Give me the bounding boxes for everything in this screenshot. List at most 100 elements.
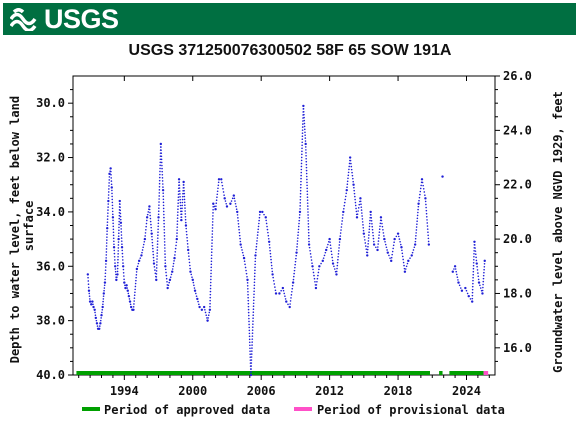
data-trace-dot <box>312 268 314 271</box>
data-trace-dot <box>178 184 181 186</box>
data-trace-dot <box>161 164 163 167</box>
data-trace-dot <box>117 241 120 243</box>
data-trace-dot <box>210 263 213 266</box>
data-trace-dot <box>455 270 458 273</box>
data-trace-dot <box>159 170 161 173</box>
data-trace-dot <box>250 371 252 373</box>
data-trace-dot <box>122 259 124 261</box>
data-point <box>119 221 123 224</box>
data-trace-dot <box>149 220 152 223</box>
data-trace-dot <box>150 229 153 232</box>
data-trace-dot <box>254 257 257 260</box>
data-trace-dot <box>270 258 272 261</box>
data-trace-dot <box>338 244 341 246</box>
data-trace-dot <box>251 335 254 337</box>
data-trace-dot <box>422 184 424 187</box>
data-trace-dot <box>300 159 303 162</box>
data-trace-dot <box>302 108 305 110</box>
data-trace-dot <box>236 214 239 216</box>
data-trace-dot <box>299 202 302 204</box>
data-trace-dot <box>309 253 312 255</box>
data-trace-dot <box>298 222 300 225</box>
data-trace-dot <box>479 287 482 289</box>
data-trace-dot <box>465 289 468 292</box>
data-trace-dot <box>304 137 307 139</box>
data-trace-dot <box>112 219 114 222</box>
data-trace-dot <box>248 341 251 344</box>
data-trace-dot <box>251 329 254 331</box>
data-trace-dot <box>297 228 300 231</box>
data-point <box>386 251 389 254</box>
data-point <box>477 281 481 284</box>
data-trace-dot <box>409 257 411 259</box>
data-trace-dot <box>366 248 369 251</box>
data-trace-dot <box>211 245 213 247</box>
data-trace-dot <box>102 300 104 303</box>
data-trace-dot <box>482 280 485 283</box>
data-trace-dot <box>113 255 116 258</box>
right-tick-label: 18.0 <box>503 286 532 300</box>
data-trace-dot <box>121 249 124 252</box>
data-point <box>128 300 132 303</box>
data-trace-dot <box>141 249 144 251</box>
data-trace-dot <box>359 200 362 203</box>
data-trace-dot <box>330 253 333 256</box>
data-trace-dot <box>170 273 173 276</box>
data-trace-dot <box>424 200 427 203</box>
data-trace-dot <box>426 219 428 221</box>
data-trace-dot <box>472 270 475 273</box>
data-trace-dot <box>101 311 103 314</box>
data-trace-dot <box>123 278 125 281</box>
data-trace-dot <box>108 188 110 190</box>
data-trace-dot <box>213 205 216 208</box>
data-trace-dot <box>254 269 256 272</box>
data-point <box>112 246 116 249</box>
data-trace-dot <box>177 193 180 196</box>
data-trace-dot <box>416 220 418 223</box>
data-trace-dot <box>120 234 123 236</box>
data-point <box>91 300 94 303</box>
data-trace-dot <box>114 268 117 270</box>
data-point <box>92 305 95 309</box>
data-trace-dot <box>165 274 168 277</box>
data-trace-dot <box>421 181 424 184</box>
data-trace-dot <box>256 237 259 239</box>
data-trace-dot <box>102 303 104 306</box>
data-point <box>191 278 194 282</box>
data-trace-dot <box>252 320 254 322</box>
data-trace-dot <box>248 317 250 320</box>
data-trace-dot <box>308 240 310 243</box>
data-point <box>314 286 318 290</box>
data-trace-dot <box>116 276 118 278</box>
data-trace-dot <box>174 254 176 256</box>
data-trace-dot <box>403 264 405 267</box>
data-trace-dot <box>482 283 484 286</box>
data-trace-dot <box>117 232 120 235</box>
data-trace-dot <box>307 208 309 210</box>
data-trace-dot <box>172 265 174 268</box>
data-trace-dot <box>248 335 251 338</box>
data-trace-dot <box>306 196 309 198</box>
data-trace-dot <box>160 161 163 164</box>
data-trace-dot <box>296 243 299 245</box>
data-trace-dot <box>471 288 474 291</box>
data-trace-dot <box>211 221 214 223</box>
data-trace-dot <box>252 299 255 302</box>
data-point <box>410 254 413 257</box>
data-point <box>115 278 118 282</box>
data-trace-dot <box>305 152 307 154</box>
data-trace-dot <box>298 219 301 222</box>
data-trace-dot <box>111 189 113 192</box>
data-point <box>116 273 119 276</box>
data-trace-dot <box>258 222 260 225</box>
data-trace-dot <box>116 270 119 273</box>
data-trace-dot <box>317 271 320 274</box>
data-trace-dot <box>135 279 137 282</box>
data-point <box>193 289 197 292</box>
data-trace-dot <box>339 232 342 234</box>
data-trace-dot <box>425 203 427 206</box>
data-trace-dot <box>171 268 174 270</box>
data-point <box>302 104 305 108</box>
data-trace-dot <box>186 243 189 245</box>
data-trace-dot <box>135 271 138 273</box>
